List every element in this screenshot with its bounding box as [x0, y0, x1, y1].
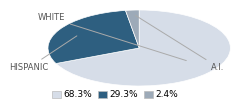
Legend: 68.3%, 29.3%, 2.4%: 68.3%, 29.3%, 2.4%	[52, 90, 178, 100]
Wedge shape	[126, 10, 139, 48]
Text: A.I.: A.I.	[135, 15, 225, 72]
Wedge shape	[56, 10, 230, 86]
Wedge shape	[48, 10, 139, 64]
Text: WHITE: WHITE	[37, 14, 186, 61]
Text: HISPANIC: HISPANIC	[9, 36, 77, 72]
